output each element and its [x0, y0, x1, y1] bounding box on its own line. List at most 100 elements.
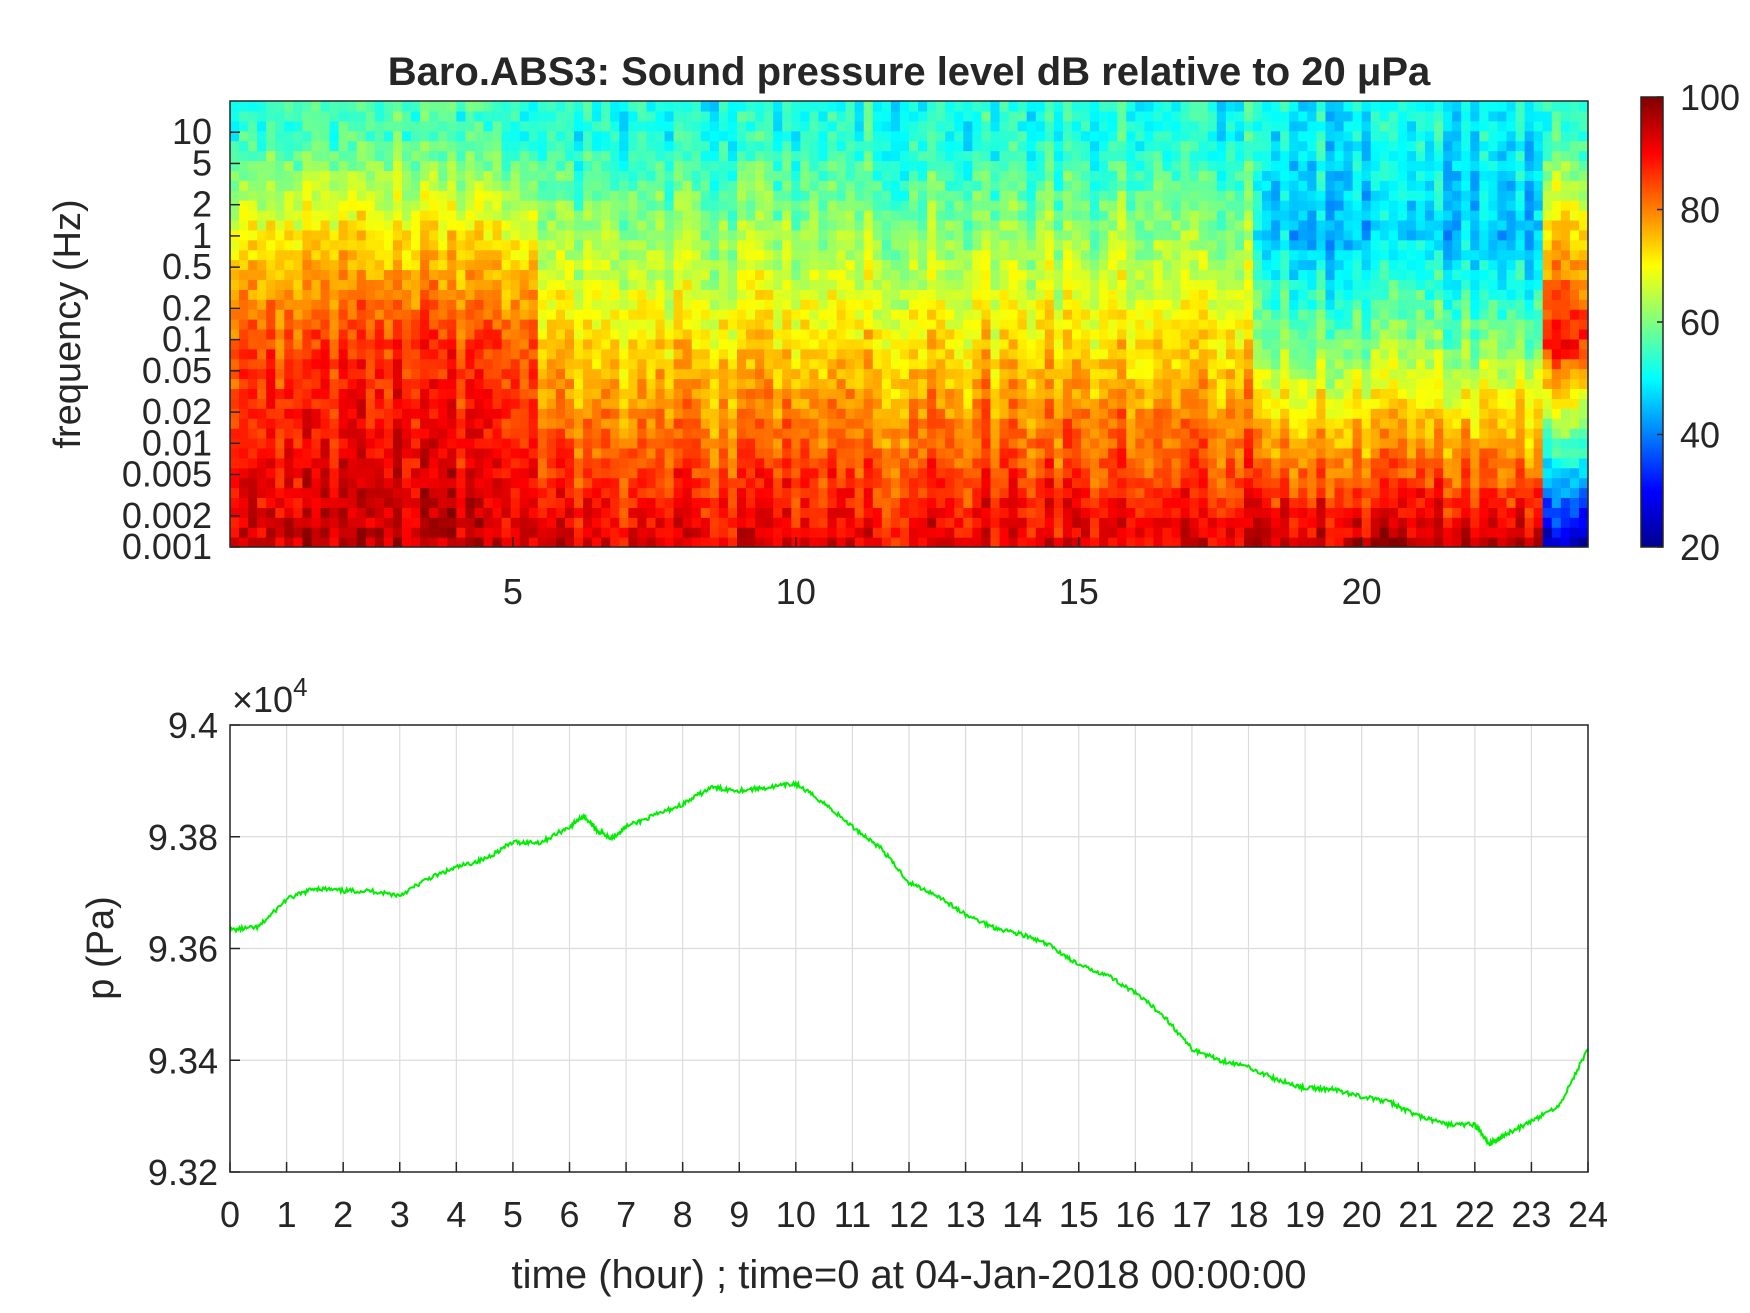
heatmap-cell	[248, 398, 258, 409]
heatmap-cell	[1135, 200, 1145, 211]
heatmap-cell	[1081, 527, 1091, 538]
heatmap-cell	[890, 210, 901, 221]
heatmap-cell	[1162, 210, 1173, 221]
heatmap-cell	[1071, 537, 1082, 548]
heatmap-cell	[248, 408, 258, 419]
heatmap-cell	[736, 289, 747, 300]
heatmap-cell	[863, 170, 874, 181]
heatmap-cell	[755, 378, 765, 390]
heatmap-cell	[1189, 150, 1200, 162]
heatmap-cell	[519, 348, 530, 360]
heatmap-cell	[230, 279, 240, 290]
heatmap-cell	[1026, 487, 1037, 499]
heatmap-cell	[519, 210, 530, 221]
heatmap-cell	[329, 150, 340, 162]
heatmap-cell	[1090, 239, 1100, 251]
heatmap-cell	[574, 150, 584, 162]
heatmap-cell	[909, 299, 919, 310]
heatmap-cell	[311, 447, 322, 459]
heatmap-cell	[447, 309, 457, 320]
heatmap-cell	[936, 467, 946, 479]
heatmap-cell	[764, 497, 774, 508]
heatmap-cell	[1044, 388, 1055, 399]
heatmap-cell	[266, 289, 276, 300]
heatmap-cell	[338, 319, 349, 330]
heatmap-cell	[936, 527, 946, 538]
heatmap-cell	[574, 477, 584, 489]
heatmap-cell	[1189, 338, 1200, 350]
heatmap-cell	[257, 110, 267, 122]
heatmap-cell	[610, 477, 620, 489]
heatmap-cell	[383, 110, 394, 122]
heatmap-cell	[492, 319, 503, 330]
heatmap-cell	[1207, 259, 1218, 271]
heatmap-cell	[266, 140, 276, 152]
heatmap-cell	[592, 388, 602, 399]
heatmap-cell	[872, 457, 883, 469]
heatmap-cell	[1117, 130, 1127, 142]
heatmap-cell	[709, 150, 720, 162]
heatmap-cell	[1117, 418, 1127, 429]
heatmap-cell	[1026, 120, 1037, 132]
heatmap-cell	[1035, 338, 1046, 350]
heatmap-cell	[727, 457, 738, 469]
heatmap-cell	[809, 170, 820, 181]
heatmap-cell	[438, 200, 448, 211]
heatmap-cell	[1207, 477, 1218, 489]
heatmap-cell	[845, 190, 856, 201]
heatmap-cell	[764, 210, 774, 221]
heatmap-cell	[1008, 200, 1019, 211]
heatmap-cell	[1153, 328, 1164, 340]
heatmap-cell	[610, 388, 620, 399]
heatmap-cell	[755, 517, 765, 528]
heatmap-cell	[700, 428, 711, 439]
heatmap-cell	[429, 190, 439, 201]
heatmap-cell	[1071, 219, 1082, 231]
heatmap-cell	[809, 378, 820, 390]
heatmap-cell	[239, 467, 249, 479]
heatmap-cell	[655, 309, 666, 320]
heatmap-cell	[1026, 358, 1037, 370]
heatmap-cell	[1053, 229, 1064, 241]
heatmap-cell	[691, 180, 702, 191]
heatmap-cell	[1198, 398, 1209, 409]
heatmap-cell	[1081, 319, 1091, 330]
heatmap-cell	[1053, 210, 1064, 221]
heatmap-cell	[1117, 279, 1127, 290]
heatmap-cell	[954, 170, 964, 181]
heatmap-cell	[257, 210, 267, 221]
heatmap-cell	[927, 319, 937, 330]
heatmap-cell	[1207, 338, 1218, 350]
heatmap-cell	[854, 170, 865, 181]
heatmap-cell	[1108, 299, 1118, 310]
heatmap-cell	[284, 110, 294, 122]
heatmap-cell	[909, 447, 919, 459]
heatmap-cell	[583, 279, 593, 290]
heatmap-cell	[1053, 398, 1064, 409]
heatmap-cell	[1108, 358, 1118, 370]
heatmap-cell	[1189, 299, 1200, 310]
heatmap-cell	[1099, 239, 1109, 251]
heatmap-cell	[628, 229, 638, 241]
heatmap-cell	[474, 259, 485, 271]
heatmap-cell	[1053, 378, 1064, 390]
heatmap-cell	[411, 507, 421, 518]
heatmap-cell	[383, 140, 394, 152]
heatmap-cell	[411, 388, 421, 399]
heatmap-cell	[1225, 319, 1236, 330]
heatmap-cell	[592, 120, 602, 132]
heatmap-cell	[1035, 378, 1046, 390]
heatmap-cell	[248, 279, 258, 290]
heatmap-cell	[564, 110, 575, 122]
heatmap-cell	[673, 101, 684, 112]
heatmap-cell	[628, 408, 638, 419]
heatmap-cell	[628, 309, 638, 320]
heatmap-cell	[981, 269, 992, 280]
heatmap-cell	[1171, 338, 1182, 350]
heatmap-cell	[601, 418, 611, 429]
heatmap-cell	[872, 388, 883, 399]
heatmap-cell	[1225, 507, 1236, 518]
heatmap-cell	[564, 398, 575, 409]
heatmap-cell	[682, 229, 693, 241]
heatmap-cell	[284, 328, 294, 340]
